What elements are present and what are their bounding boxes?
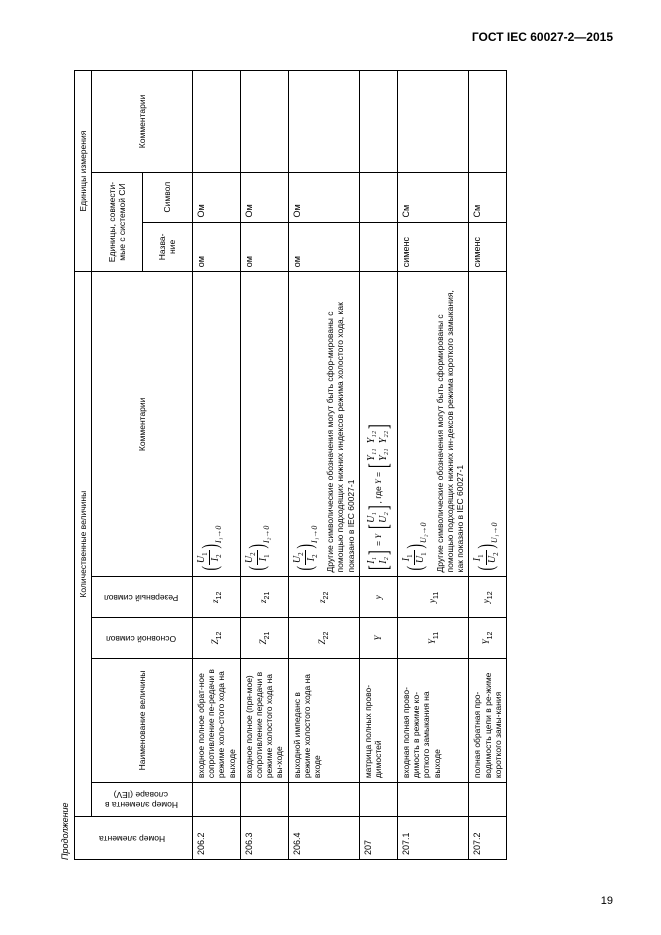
- cell-iev: [240, 783, 288, 817]
- cell-reserve-symbol: z21: [240, 577, 288, 618]
- table-row: 206.3 входное полное (пря-мое) сопротивле…: [240, 71, 288, 860]
- col-reserve-symbol: Резервный символ: [92, 577, 193, 618]
- document-header: ГОСТ IEC 60027-2—2015: [472, 30, 613, 44]
- cell-main-symbol: Y12: [469, 618, 507, 659]
- page-number: 19: [601, 895, 613, 907]
- cell-unit-comment: [193, 71, 241, 173]
- table-row: 206.2 входное полное обрат-ное сопротивле…: [193, 71, 241, 860]
- cell-iev: [193, 783, 241, 817]
- cell-iev: [288, 783, 359, 817]
- cell-unit-name: сименс: [398, 222, 469, 272]
- cell-reserve-symbol: z12: [193, 577, 241, 618]
- cell-item-no: 206.3: [240, 817, 288, 860]
- cell-name: полная обратная про-водимость цепи в ре-…: [469, 658, 507, 782]
- col-name: Наименование величины: [92, 658, 193, 782]
- col-iev: Номер элемента в словаре (IEV): [92, 783, 193, 817]
- table-wrapper: Продолжение Номер элемента Количественны…: [60, 70, 507, 860]
- cell-name: матрица полных прово-димостей: [359, 658, 397, 782]
- cell-unit-name: ом: [240, 222, 288, 272]
- col-item-no: Номер элемента: [75, 817, 193, 860]
- cell-item-no: 206.4: [288, 817, 359, 860]
- colgroup-quantities: Количественные величины: [75, 272, 92, 817]
- cell-reserve-symbol: z22: [288, 577, 359, 618]
- table-row: 207.2 полная обратная про-водимость цепи …: [469, 71, 507, 860]
- cell-unit-symbol: [359, 172, 397, 222]
- col-comments: Комментарии: [92, 272, 193, 577]
- cell-unit-symbol: См: [469, 172, 507, 222]
- cell-item-no: 207.2: [469, 817, 507, 860]
- cell-comment: (I1U2)U₁→0: [469, 272, 507, 577]
- colgroup-units: Единицы измерения: [75, 71, 92, 272]
- cell-comment: (I1U1)U₂→0Другие символические обозначен…: [398, 272, 469, 577]
- cell-name: выходной импеданс в режиме холостого ход…: [288, 658, 359, 782]
- cell-name: входное полное (пря-мое) сопротивление п…: [240, 658, 288, 782]
- cell-iev: [359, 783, 397, 817]
- cell-unit-name: ом: [288, 222, 359, 272]
- table-row: 206.4 выходной импеданс в режиме холостог…: [288, 71, 359, 860]
- cell-reserve-symbol: y: [359, 577, 397, 618]
- col-si-units: Единицы, совмести-мые с системой СИ: [92, 172, 143, 271]
- cell-main-symbol: Y11: [398, 618, 469, 659]
- table-row: 207 матрица полных прово-димостейYy[I₁I₂]…: [359, 71, 397, 860]
- cell-unit-symbol: См: [398, 172, 469, 222]
- cell-main-symbol: Z21: [240, 618, 288, 659]
- cell-unit-symbol: Ом: [240, 172, 288, 222]
- cell-main-symbol: Y: [359, 618, 397, 659]
- cell-iev: [469, 783, 507, 817]
- page: ГОСТ IEC 60027-2—2015 Продолжение Номер …: [0, 0, 661, 935]
- cell-name: входная полная прово-димость в режиме ко…: [398, 658, 469, 782]
- cell-comment: (U2I2)I₁→0Другие символические обозначен…: [288, 272, 359, 577]
- col-unit-name: Назва-ние: [142, 222, 193, 272]
- col-unit-symbol: Символ: [142, 172, 193, 222]
- table-row: 207.1 входная полная прово-димость в режи…: [398, 71, 469, 860]
- col-unit-comments: Комментарии: [92, 71, 193, 173]
- cell-name: входное полное обрат-ное сопротивление п…: [193, 658, 241, 782]
- cell-comment: (U1I2)I₁→0: [193, 272, 241, 577]
- col-main-symbol: Основной символ: [92, 618, 193, 659]
- cell-reserve-symbol: y11: [398, 577, 469, 618]
- cell-unit-symbol: Ом: [288, 172, 359, 222]
- cell-comment: [I₁I₂] = Y [U₁U₂], где Y = [Y₁₁ Y₁₂Y₂₁ Y…: [359, 272, 397, 577]
- cell-item-no: 207.1: [398, 817, 469, 860]
- cell-unit-comment: [240, 71, 288, 173]
- cell-unit-name: сименс: [469, 222, 507, 272]
- cell-item-no: 206.2: [193, 817, 241, 860]
- cell-iev: [398, 783, 469, 817]
- cell-item-no: 207: [359, 817, 397, 860]
- cell-unit-comment: [288, 71, 359, 173]
- cell-unit-comment: [359, 71, 397, 173]
- cell-unit-name: [359, 222, 397, 272]
- cell-unit-comment: [469, 71, 507, 173]
- standards-table: Номер элемента Количественные величины Е…: [74, 70, 507, 860]
- continuation-label: Продолжение: [60, 70, 70, 860]
- cell-unit-name: ом: [193, 222, 241, 272]
- cell-unit-symbol: Ом: [193, 172, 241, 222]
- cell-main-symbol: Z22: [288, 618, 359, 659]
- cell-unit-comment: [398, 71, 469, 173]
- cell-main-symbol: Z12: [193, 618, 241, 659]
- cell-comment: (U2I1)I₂→0: [240, 272, 288, 577]
- cell-reserve-symbol: y12: [469, 577, 507, 618]
